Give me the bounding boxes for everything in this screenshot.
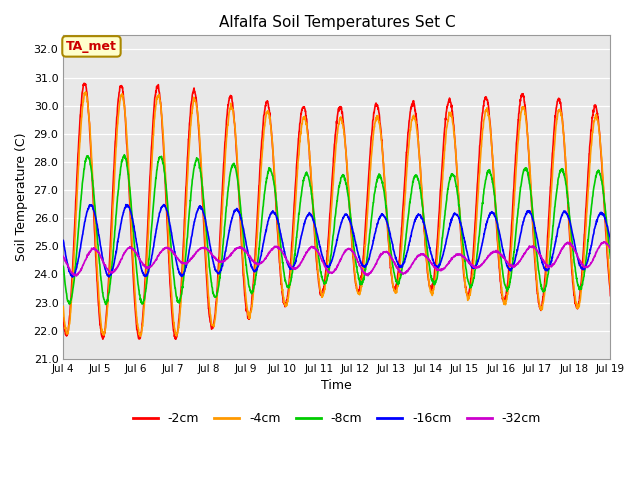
X-axis label: Time: Time xyxy=(321,379,352,392)
Y-axis label: Soil Temperature (C): Soil Temperature (C) xyxy=(15,133,28,262)
Legend: -2cm, -4cm, -8cm, -16cm, -32cm: -2cm, -4cm, -8cm, -16cm, -32cm xyxy=(127,407,546,430)
Title: Alfalfa Soil Temperatures Set C: Alfalfa Soil Temperatures Set C xyxy=(218,15,455,30)
Text: TA_met: TA_met xyxy=(66,40,117,53)
